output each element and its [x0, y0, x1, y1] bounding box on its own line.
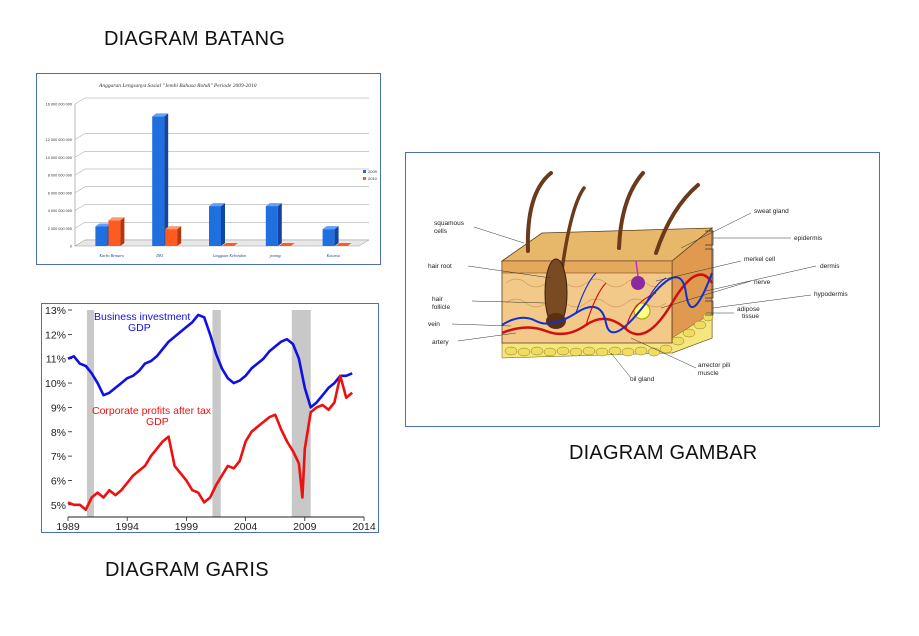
hair-bulb: [546, 313, 566, 329]
line-x-tick-label: 1994: [116, 521, 140, 532]
label-dermis: dermis: [820, 263, 840, 270]
corporate-profits-line: [67, 374, 354, 511]
line-x-tick-label: 2004: [234, 521, 258, 532]
bar-grid-diag: [74, 222, 86, 229]
label-cells: cells: [434, 228, 448, 235]
label-hair: hair: [432, 296, 444, 303]
line-chart-frame: 13% 12% 11% 10% 9% 8% 7% 6% 5% 1989 1994 1999 2004 2…: [41, 303, 379, 533]
bar-category-label: Karbo Bensaru: [98, 253, 124, 258]
line-y-tick-label: 12%: [45, 329, 66, 341]
line-y-tick-label: 11%: [46, 354, 66, 366]
bar-category-label: Lingguan Kebondan: [212, 253, 246, 258]
line-x-tick-label: 1999: [175, 521, 199, 532]
label-hair-root: hair root: [428, 263, 452, 270]
line-y-tick-label: 5%: [51, 500, 66, 512]
label-epidermis: epidermis: [794, 235, 823, 242]
merkel-cell: [631, 276, 645, 290]
bar-chart: Anggaran Lengsanya Sosial "Jembi Bahasa …: [46, 83, 378, 258]
nerve-ending: [633, 302, 651, 320]
line-y-tick-label: 8%: [51, 427, 66, 439]
line-y-tick-label: 9%: [51, 402, 66, 414]
business-annotation-line1: Business investment: [94, 311, 190, 323]
label-hypodermis: hypodermis: [814, 291, 848, 298]
line-y-tick-label: 7%: [51, 451, 66, 463]
bar-grid-diag: [74, 151, 86, 158]
artery-vessel: [501, 273, 714, 336]
bar-2010-2: [222, 243, 238, 246]
caption-line-diagram: DIAGRAM GARIS: [105, 559, 269, 581]
line-x-tick-label: 2014: [352, 521, 376, 532]
legend-label-2010: 2010: [368, 176, 378, 181]
bar-y-tick-label: 6 000 000 000: [48, 191, 72, 195]
business-investment-line: [67, 313, 353, 409]
bar-y-tick-label: 8 000 000 000: [48, 174, 72, 178]
line-chart: 13% 12% 11% 10% 9% 8% 7% 6% 5% 1989 1994 1999 2004 2…: [45, 305, 376, 532]
bar-2009-1: [152, 113, 169, 246]
caption-image-diagram: DIAGRAM GAMBAR: [569, 442, 758, 464]
bar-grid-diag: [74, 168, 86, 176]
bar-category-label: ponmg: [269, 253, 281, 258]
label-oil-gland: oil gland: [630, 376, 655, 383]
profits-annotation-line2: GDP: [146, 416, 169, 428]
bar-grid-diag: [74, 97, 86, 105]
bar-y-tick-label: 2 000 000 000: [48, 227, 72, 231]
label-nerve: nerve: [754, 279, 771, 286]
bar-category-label: DKI: [155, 253, 164, 258]
epidermis-layer: [501, 260, 673, 274]
line-x-tick-label: 2009: [293, 521, 317, 532]
bar-y-tick-label: 0: [70, 245, 72, 249]
adipose-fat-layer: [501, 312, 714, 359]
skin-cross-section: squamous cells hair root hair follicle v…: [428, 171, 848, 383]
label-artery: artery: [432, 339, 449, 346]
line-y-tick-label: 6%: [51, 475, 66, 487]
bar-2010-1: [165, 226, 182, 246]
bar-2009-4: [322, 226, 339, 246]
bar-category-label: Kotonsa: [326, 253, 340, 258]
bar-chart-title: Anggaran Lengsanya Sosial "Jembi Bahasa …: [98, 83, 257, 89]
bar-grid-diag: [74, 204, 86, 211]
label-adipose: adipose: [737, 306, 760, 313]
skin-diagram-frame: squamous cells hair root hair follicle v…: [405, 152, 880, 427]
label-muscle: muscle: [698, 370, 719, 377]
line-x-tick-label: 1989: [56, 521, 80, 532]
vein-vessel: [501, 272, 713, 334]
bar-grid-diag: [74, 186, 86, 193]
line-y-tick-label: 13%: [45, 305, 66, 317]
profits-annotation-line1: Corporate profits after tax: [92, 405, 212, 417]
business-annotation-line2: GDP: [128, 322, 151, 334]
bar-2010-3: [278, 243, 295, 246]
recession-band: [212, 310, 221, 517]
label-arrector-pili: arrector pili: [698, 362, 730, 369]
label-follicle: follicle: [432, 304, 450, 311]
label-vein: vein: [428, 321, 440, 328]
line-y-tick-label: 10%: [45, 378, 66, 390]
legend-swatch-2010: [363, 177, 366, 180]
recession-band: [291, 310, 311, 517]
bar-2010-4: [335, 243, 352, 246]
bar-y-tick-label: 4 000 000 000: [48, 209, 72, 213]
label-squamous: squamous: [434, 220, 465, 227]
bar-y-tick-label: 12 000 000 000: [46, 138, 72, 142]
bar-chart-frame: Anggaran Lengsanya Sosial "Jembi Bahasa …: [36, 73, 381, 265]
recession-band: [86, 310, 95, 517]
legend-label-2009: 2009: [368, 169, 378, 174]
bar-2009-3: [265, 203, 282, 246]
bar-2009-2: [209, 203, 225, 246]
label-merkel-cell: merkel cell: [744, 256, 776, 263]
bar-2010-0: [108, 217, 125, 246]
legend-swatch-2009: [363, 170, 366, 173]
bar-y-tick-label: 16 000 000 000: [46, 103, 72, 107]
label-tissue: tissue: [742, 313, 759, 320]
label-sweat-gland: sweat gland: [754, 208, 789, 215]
bar-grid-diag: [74, 133, 86, 140]
caption-bar-diagram: DIAGRAM BATANG: [104, 28, 285, 50]
bar-y-tick-label: 10 000 000 000: [46, 156, 72, 160]
